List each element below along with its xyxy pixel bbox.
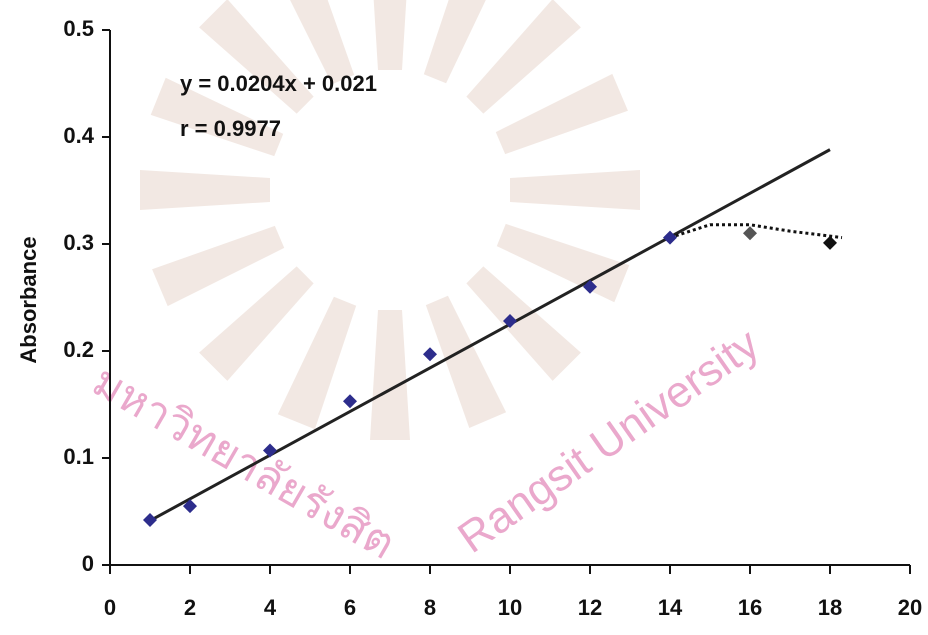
x-tick-label: 6 <box>344 595 356 620</box>
x-tick-label: 12 <box>578 595 602 620</box>
y-tick-label: 0.3 <box>63 230 94 255</box>
correlation: r = 0.9977 <box>180 116 281 141</box>
x-tick-label: 0 <box>104 595 116 620</box>
equation: y = 0.0204x + 0.021 <box>180 71 377 96</box>
y-tick-label: 0.4 <box>63 123 94 148</box>
trend-curve <box>670 225 842 238</box>
y-tick-label: 0.5 <box>63 16 94 41</box>
x-tick-label: 8 <box>424 595 436 620</box>
data-point <box>343 394 357 408</box>
x-tick-label: 2 <box>184 595 196 620</box>
x-tick-label: 16 <box>738 595 762 620</box>
x-tick-label: 4 <box>264 595 277 620</box>
data-point <box>743 226 757 240</box>
watermark-thai: มหาวิทยาลัยรังสิต <box>84 356 403 569</box>
y-tick-label: 0.2 <box>63 337 94 362</box>
y-axis-label: Absorbance <box>16 236 41 363</box>
x-tick-label: 20 <box>898 595 922 620</box>
y-tick-label: 0.1 <box>63 444 94 469</box>
chart: มหาวิทยาลัยรังสิต Rangsit University y =… <box>0 0 928 635</box>
y-tick-label: 0 <box>82 551 94 576</box>
x-tick-label: 14 <box>658 595 683 620</box>
watermark-english: Rangsit University <box>449 319 768 563</box>
data-point <box>423 347 437 361</box>
logo-watermark <box>140 0 640 440</box>
data-point <box>823 236 837 250</box>
x-tick-label: 18 <box>818 595 842 620</box>
data-point <box>143 513 157 527</box>
x-tick-label: 10 <box>498 595 522 620</box>
